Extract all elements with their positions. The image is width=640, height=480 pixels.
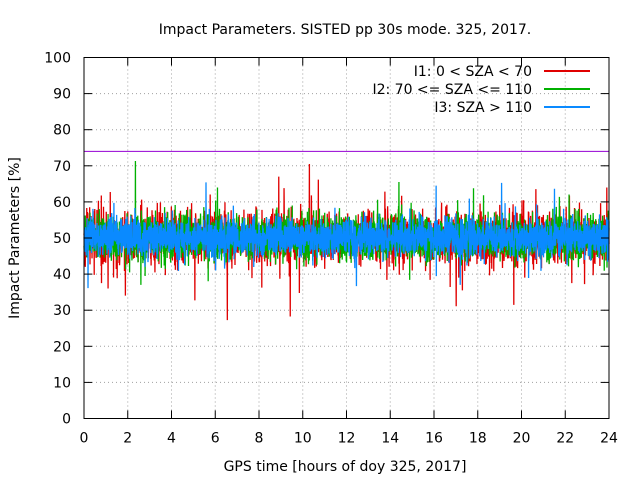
series-line-3 — [83, 182, 610, 289]
x-tick-label: 20 — [513, 431, 531, 447]
legend-label-3: I3: SZA > 110 — [434, 100, 532, 116]
y-tick-label: 90 — [53, 87, 71, 103]
y-tick-label: 60 — [53, 195, 71, 211]
y-tick-label: 70 — [53, 159, 71, 175]
plot-series — [83, 161, 610, 321]
y-tick-label: 0 — [62, 412, 71, 428]
chart-title: Impact Parameters. SISTED pp 30s mode. 3… — [159, 22, 532, 38]
x-tick-label: 4 — [167, 431, 176, 447]
x-tick-label: 14 — [381, 431, 399, 447]
x-tick-label: 10 — [294, 431, 312, 447]
x-tick-label: 6 — [211, 431, 220, 447]
y-tick-label: 40 — [53, 267, 71, 283]
y-tick-label: 100 — [44, 51, 71, 67]
x-axis-label: GPS time [hours of doy 325, 2017] — [224, 459, 467, 475]
y-tick-label: 30 — [53, 303, 71, 319]
x-tick-label: 0 — [80, 431, 89, 447]
legend: I1: 0 < SZA < 70 I2: 70 <= SZA <= 110 I3: … — [372, 64, 590, 116]
y-tick-label: 80 — [53, 123, 71, 139]
y-tick-label: 50 — [53, 231, 71, 247]
x-tick-label: 24 — [600, 431, 618, 447]
x-tick-label: 18 — [469, 431, 487, 447]
y-tick-label: 10 — [53, 375, 71, 391]
legend-label-2: I2: 70 <= SZA <= 110 — [372, 82, 532, 98]
legend-label-1: I1: 0 < SZA < 70 — [414, 64, 532, 80]
y-axis-label: Impact Parameters [%] — [7, 157, 23, 319]
y-tick-label: 20 — [53, 339, 71, 355]
x-tick-label: 2 — [123, 431, 132, 447]
x-tick-label: 12 — [338, 431, 356, 447]
x-tick-label: 16 — [425, 431, 443, 447]
x-tick-label: 8 — [255, 431, 264, 447]
x-tick-label: 22 — [556, 431, 574, 447]
plot-frame — [83, 57, 610, 419]
